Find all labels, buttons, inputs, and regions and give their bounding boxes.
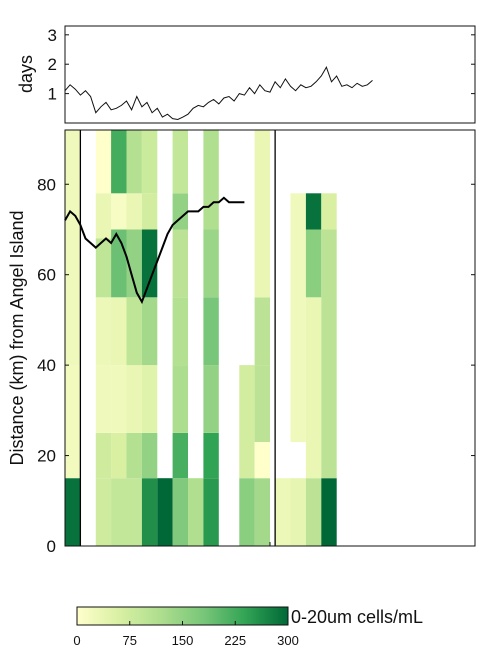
heatmap-y-tick-label: 80 [37, 175, 56, 194]
heatmap-cell [172, 229, 188, 298]
days-y-axis-label: days [16, 55, 36, 93]
heatmap-cell [290, 478, 306, 546]
days-y-tick-label: 2 [48, 55, 57, 74]
heatmap-cell [141, 229, 158, 298]
days-y-tick-label: 3 [48, 26, 57, 45]
heatmap-cell [305, 297, 322, 479]
heatmap-cell [321, 193, 337, 230]
heatmap-cell [126, 478, 142, 546]
heatmap-cell [275, 478, 291, 546]
heatmap-cell [111, 365, 127, 433]
colorbar-tick-label: 225 [224, 633, 246, 648]
heatmap-y-tick-label: 20 [37, 447, 56, 466]
heatmap-cell [111, 433, 127, 479]
heatmap-cell [95, 238, 112, 298]
heatmap-cell [111, 193, 127, 230]
days-line [64, 66, 373, 121]
colorbar-ticks: 0 75 150 225 300 [73, 621, 299, 648]
heatmap-cell [172, 365, 188, 433]
heatmap-cell [321, 478, 337, 546]
heatmap-cell [141, 130, 158, 194]
heatmap-vertical-lines [79, 130, 276, 546]
heatmap-cell [203, 433, 219, 479]
heatmap-cell [203, 229, 219, 298]
heatmap-cell [95, 478, 112, 546]
heatmap-y-tick-label: 0 [47, 537, 56, 556]
heatmap-cell [65, 130, 81, 366]
heatmap-cell [126, 193, 142, 230]
heatmap-cell [203, 478, 219, 546]
heatmap-cell [141, 297, 158, 366]
heatmap-cell [305, 193, 322, 230]
colorbar-tick-label: 300 [277, 633, 299, 648]
days-y-ticks: 1 2 3 [48, 26, 475, 104]
heatmap-cell [254, 297, 270, 366]
heatmap-cell [188, 478, 204, 546]
heatmap-cell [111, 478, 127, 546]
colorbar: 0 75 150 225 300 0-20um cells/mL [73, 606, 423, 648]
heatmap-cell [290, 193, 306, 442]
heatmap-cell [203, 297, 219, 366]
days-axes [64, 25, 476, 124]
days-y-tick-label: 1 [48, 85, 57, 104]
heatmap-cell [126, 130, 142, 194]
heatmap-cell [95, 365, 112, 433]
heatmap-y-tick-label: 40 [37, 356, 56, 375]
heatmap-cell [254, 478, 270, 546]
heatmap-cell [172, 297, 188, 366]
heatmap-cell [95, 297, 112, 366]
heatmap-cell [126, 297, 142, 366]
colorbar-tick-label: 150 [172, 633, 194, 648]
heatmap-cell [141, 433, 158, 479]
overlay-line [64, 196, 245, 305]
heatmap-cell [321, 229, 337, 479]
heatmap-cell [126, 365, 142, 433]
heatmap-cell [141, 365, 158, 433]
heatmap-cell [65, 365, 81, 479]
heatmap-y-tick-label: 60 [37, 266, 56, 285]
heatmap-cell [111, 297, 127, 366]
heatmap-cell [254, 365, 270, 442]
heatmap-cell [95, 193, 112, 239]
heatmap-cell [172, 478, 188, 546]
heatmap-cell [203, 365, 219, 433]
heatmap-cell [126, 433, 142, 479]
heatmap-cell [95, 433, 112, 479]
colorbar-label: 0-20um cells/mL [291, 607, 423, 627]
colorbar-tick-label: 0 [73, 633, 80, 648]
heatmap-cell [65, 478, 81, 546]
heatmap-cell [141, 478, 158, 546]
colorbar-tick-label: 75 [123, 633, 137, 648]
heatmap-cell [305, 478, 322, 546]
heatmap-cell [157, 478, 173, 546]
heatmap-cell [126, 229, 142, 298]
heatmap-cell [141, 193, 158, 230]
heatmap-panel: 0 20 40 60 80 Distance (km) from Angel Islan… [7, 129, 476, 556]
heatmap-cell [254, 130, 270, 298]
heatmap-cell [239, 478, 255, 546]
heatmap-cell [95, 130, 112, 194]
heatmap-cells [65, 130, 337, 546]
heatmap-cell [305, 229, 322, 298]
heatmap-y-axis-label: Distance (km) from Angel Island [7, 210, 27, 465]
heatmap-cell [111, 130, 127, 194]
heatmap-cell [172, 433, 188, 479]
heatmap-cell [172, 130, 188, 194]
heatmap-cell [239, 365, 255, 479]
heatmap-y-ticks: 0 20 40 60 80 [37, 175, 476, 556]
days-panel: 1 2 3 days [16, 25, 476, 124]
heatmap-cell [254, 442, 270, 479]
heatmap-cell [203, 130, 219, 230]
